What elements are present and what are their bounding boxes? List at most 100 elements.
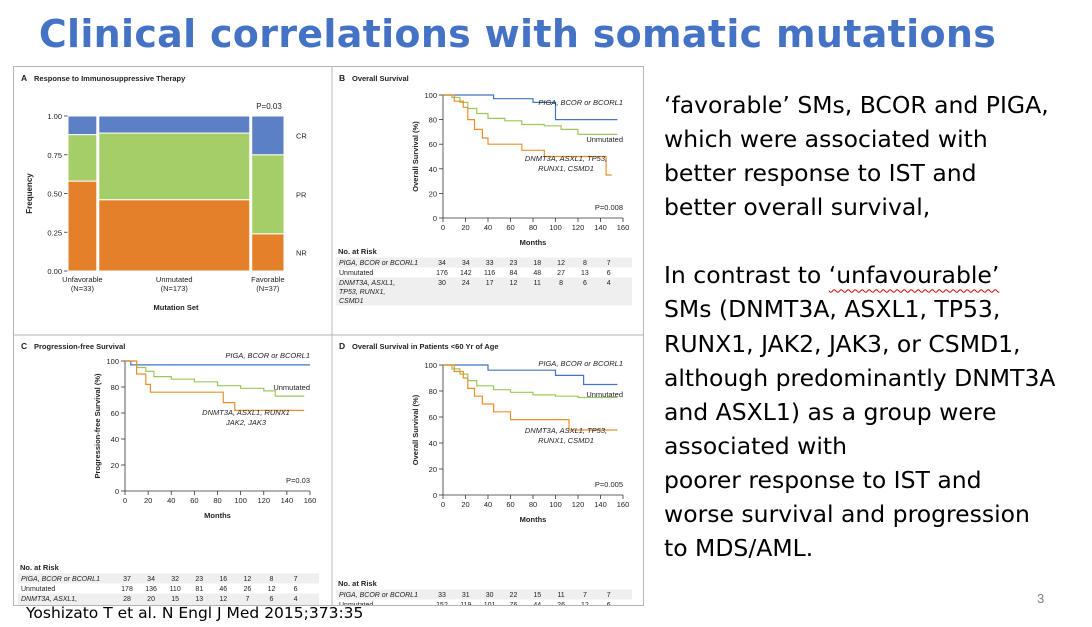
panel-c-xtick-label: 0	[123, 496, 127, 505]
panel-b-risk-value: 24	[462, 280, 470, 287]
panel-c-risk-value: 12	[243, 576, 251, 583]
panel-c-ytick-label: 80	[111, 383, 119, 392]
panel-b-ytick-label: 0	[433, 214, 437, 223]
panel-b-risk-value: 23	[510, 260, 518, 267]
panel-c-series-line	[125, 360, 305, 397]
panel-b-risk-row-label: DNMT3A, ASXL1,	[339, 280, 395, 287]
panel-b-series-label: RUNX1, CSMD1	[538, 164, 594, 173]
panel-a-xtick-label: Favorable	[251, 275, 284, 284]
panel-b-risk-value: 34	[438, 260, 446, 267]
panel-c-risk-value: 110	[170, 586, 181, 593]
panel-b-xtick-label: 160	[617, 223, 630, 232]
panel-b-series-line	[443, 94, 612, 176]
panel-d-xtick-label: 100	[549, 500, 562, 509]
panel-d-xtick-label: 40	[484, 500, 492, 509]
panel-a-tile-cr	[251, 115, 285, 156]
panel-a-legend-pr: PR	[296, 190, 307, 199]
body-line: associated with	[664, 431, 848, 460]
panel-a-ytick-label: 0.50	[47, 190, 62, 199]
panel-b-ytick-label: 60	[429, 140, 437, 149]
panel-c-risk-value: 4	[294, 596, 298, 603]
citation: Yoshizato T et al. N Engl J Med 2015;373…	[26, 604, 364, 622]
body-prefix: In contrast to	[664, 261, 829, 290]
panel-c-pvalue: P=0.03	[286, 476, 310, 485]
panel-d-risk-value: 12	[581, 602, 589, 605]
panel-b-risk-row-band	[336, 277, 632, 306]
panel-c-xtick-label: 20	[144, 496, 152, 505]
body-line: although predominantly DNMT3A	[664, 363, 1056, 392]
panel-b-risk-value: 6	[607, 270, 611, 277]
panel-a-tile-nr	[251, 233, 285, 272]
panel-d-series-line	[443, 364, 618, 386]
panel-b-risk-value: 8	[559, 280, 563, 287]
panel-b-letter: B	[339, 73, 345, 83]
panel-c-risk-value: 20	[147, 596, 155, 603]
panel-a-pvalue: P=0.03	[256, 102, 282, 111]
panel-d-risk-value: 7	[583, 592, 587, 599]
panel-c-risk-value: 26	[243, 586, 251, 593]
panel-d-risk-value: 15	[533, 592, 541, 599]
panel-c-ytick-label: 100	[106, 357, 119, 366]
panel-b-risk-value: 17	[486, 280, 494, 287]
panel-c-series-line	[125, 360, 305, 411]
panel-b-risk-value: 33	[486, 260, 494, 267]
body-line: and ASXL1) as a group were	[664, 397, 997, 426]
panel-a-xtick-label: Unfavorable	[62, 275, 102, 284]
panel-a-ytick-label: 0.75	[47, 151, 62, 160]
panel-d-xlabel: Months	[520, 515, 547, 524]
panel-b-risk-value: 11	[534, 280, 541, 287]
body-line: In contrast to ‘unfavourable’	[664, 258, 1092, 292]
panel-a-tile-cr	[67, 115, 98, 136]
panel-b-series-line	[443, 94, 618, 121]
panel-b-risk-value: 84	[510, 270, 518, 277]
panel-b-xlabel: Months	[520, 238, 547, 247]
panel-b-risk-row-label: CSMD1	[339, 298, 364, 305]
panel-b-risk-value: 12	[557, 260, 565, 267]
panel-c-xtick-label: 100	[234, 496, 247, 505]
panel-c-risk-value: 178	[121, 586, 133, 593]
panel-c-ytick-label: 20	[111, 461, 119, 470]
panel-a-ytick-label: 0.00	[47, 267, 62, 276]
panel-b-risk-header: No. at Risk	[338, 247, 378, 256]
panel-d-risk-value: 30	[486, 592, 494, 599]
panel-d-risk-value: 7	[607, 592, 611, 599]
body-line: RUNX1, JAK2, JAK3, or CSMD1,	[664, 329, 1021, 358]
panel-b-xtick-label: 140	[594, 223, 607, 232]
panel-a-xlabel: Mutation Set	[154, 303, 199, 312]
panel-b-xtick-label: 80	[529, 223, 537, 232]
panel-d-series-line	[443, 364, 618, 431]
panel-c-series-label: Unmutated	[273, 383, 310, 392]
panel-d-xtick-label: 120	[572, 500, 585, 509]
panel-b-xtick-label: 120	[572, 223, 585, 232]
panel-b-xtick-label: 60	[506, 223, 514, 232]
panel-d-series-label: PIGA, BCOR or BCORL1	[538, 359, 623, 368]
panel-c-risk-header: No. at Risk	[20, 563, 60, 572]
panel-c-risk-row-band	[18, 573, 319, 584]
panel-b-risk-value: 7	[607, 260, 611, 267]
figure-svg: A Response to Immunosuppressive Therapy P=…	[14, 67, 643, 605]
panel-a-ylabel: Frequency	[25, 173, 34, 214]
panel-b-pvalue: P=0.008	[595, 203, 623, 212]
body-line: which were associated with	[664, 125, 988, 154]
panel-d-risk-value: 152	[436, 602, 448, 605]
panel-b-risk-value: 48	[533, 270, 541, 277]
panel-c-risk-row-band	[18, 593, 319, 605]
panel-c-risk-value: 13	[195, 596, 203, 603]
panel-b-risk-value: 116	[484, 270, 495, 277]
panel-b-series-label: Unmutated	[586, 135, 623, 144]
panel-c-risk-value: 28	[123, 596, 131, 603]
panel-c-series-label: PIGA, BCOR or BCORL1	[225, 351, 310, 360]
panel-b-xtick-label: 40	[484, 223, 492, 232]
panel-c-title: Progression-free Survival	[34, 342, 125, 351]
panel-d-pvalue: P=0.005	[595, 480, 623, 489]
panel-c-risk-value: 7	[245, 596, 249, 603]
panel-c-letter: C	[21, 341, 27, 351]
panel-c-series-label: DNMT3A, ASXL1, RUNX1	[202, 408, 290, 417]
panel-d-risk-value: 119	[460, 602, 471, 605]
panel-c-xtick-label: 80	[213, 496, 221, 505]
panel-d-series-label: DNMT3A, ASXL1, TP53,	[525, 426, 607, 435]
panel-c-xtick-label: 140	[281, 496, 294, 505]
panel-c-risk-value: 32	[171, 576, 179, 583]
panel-a-tile-nr	[67, 180, 98, 272]
panel-d-ytick-label: 100	[424, 361, 437, 370]
